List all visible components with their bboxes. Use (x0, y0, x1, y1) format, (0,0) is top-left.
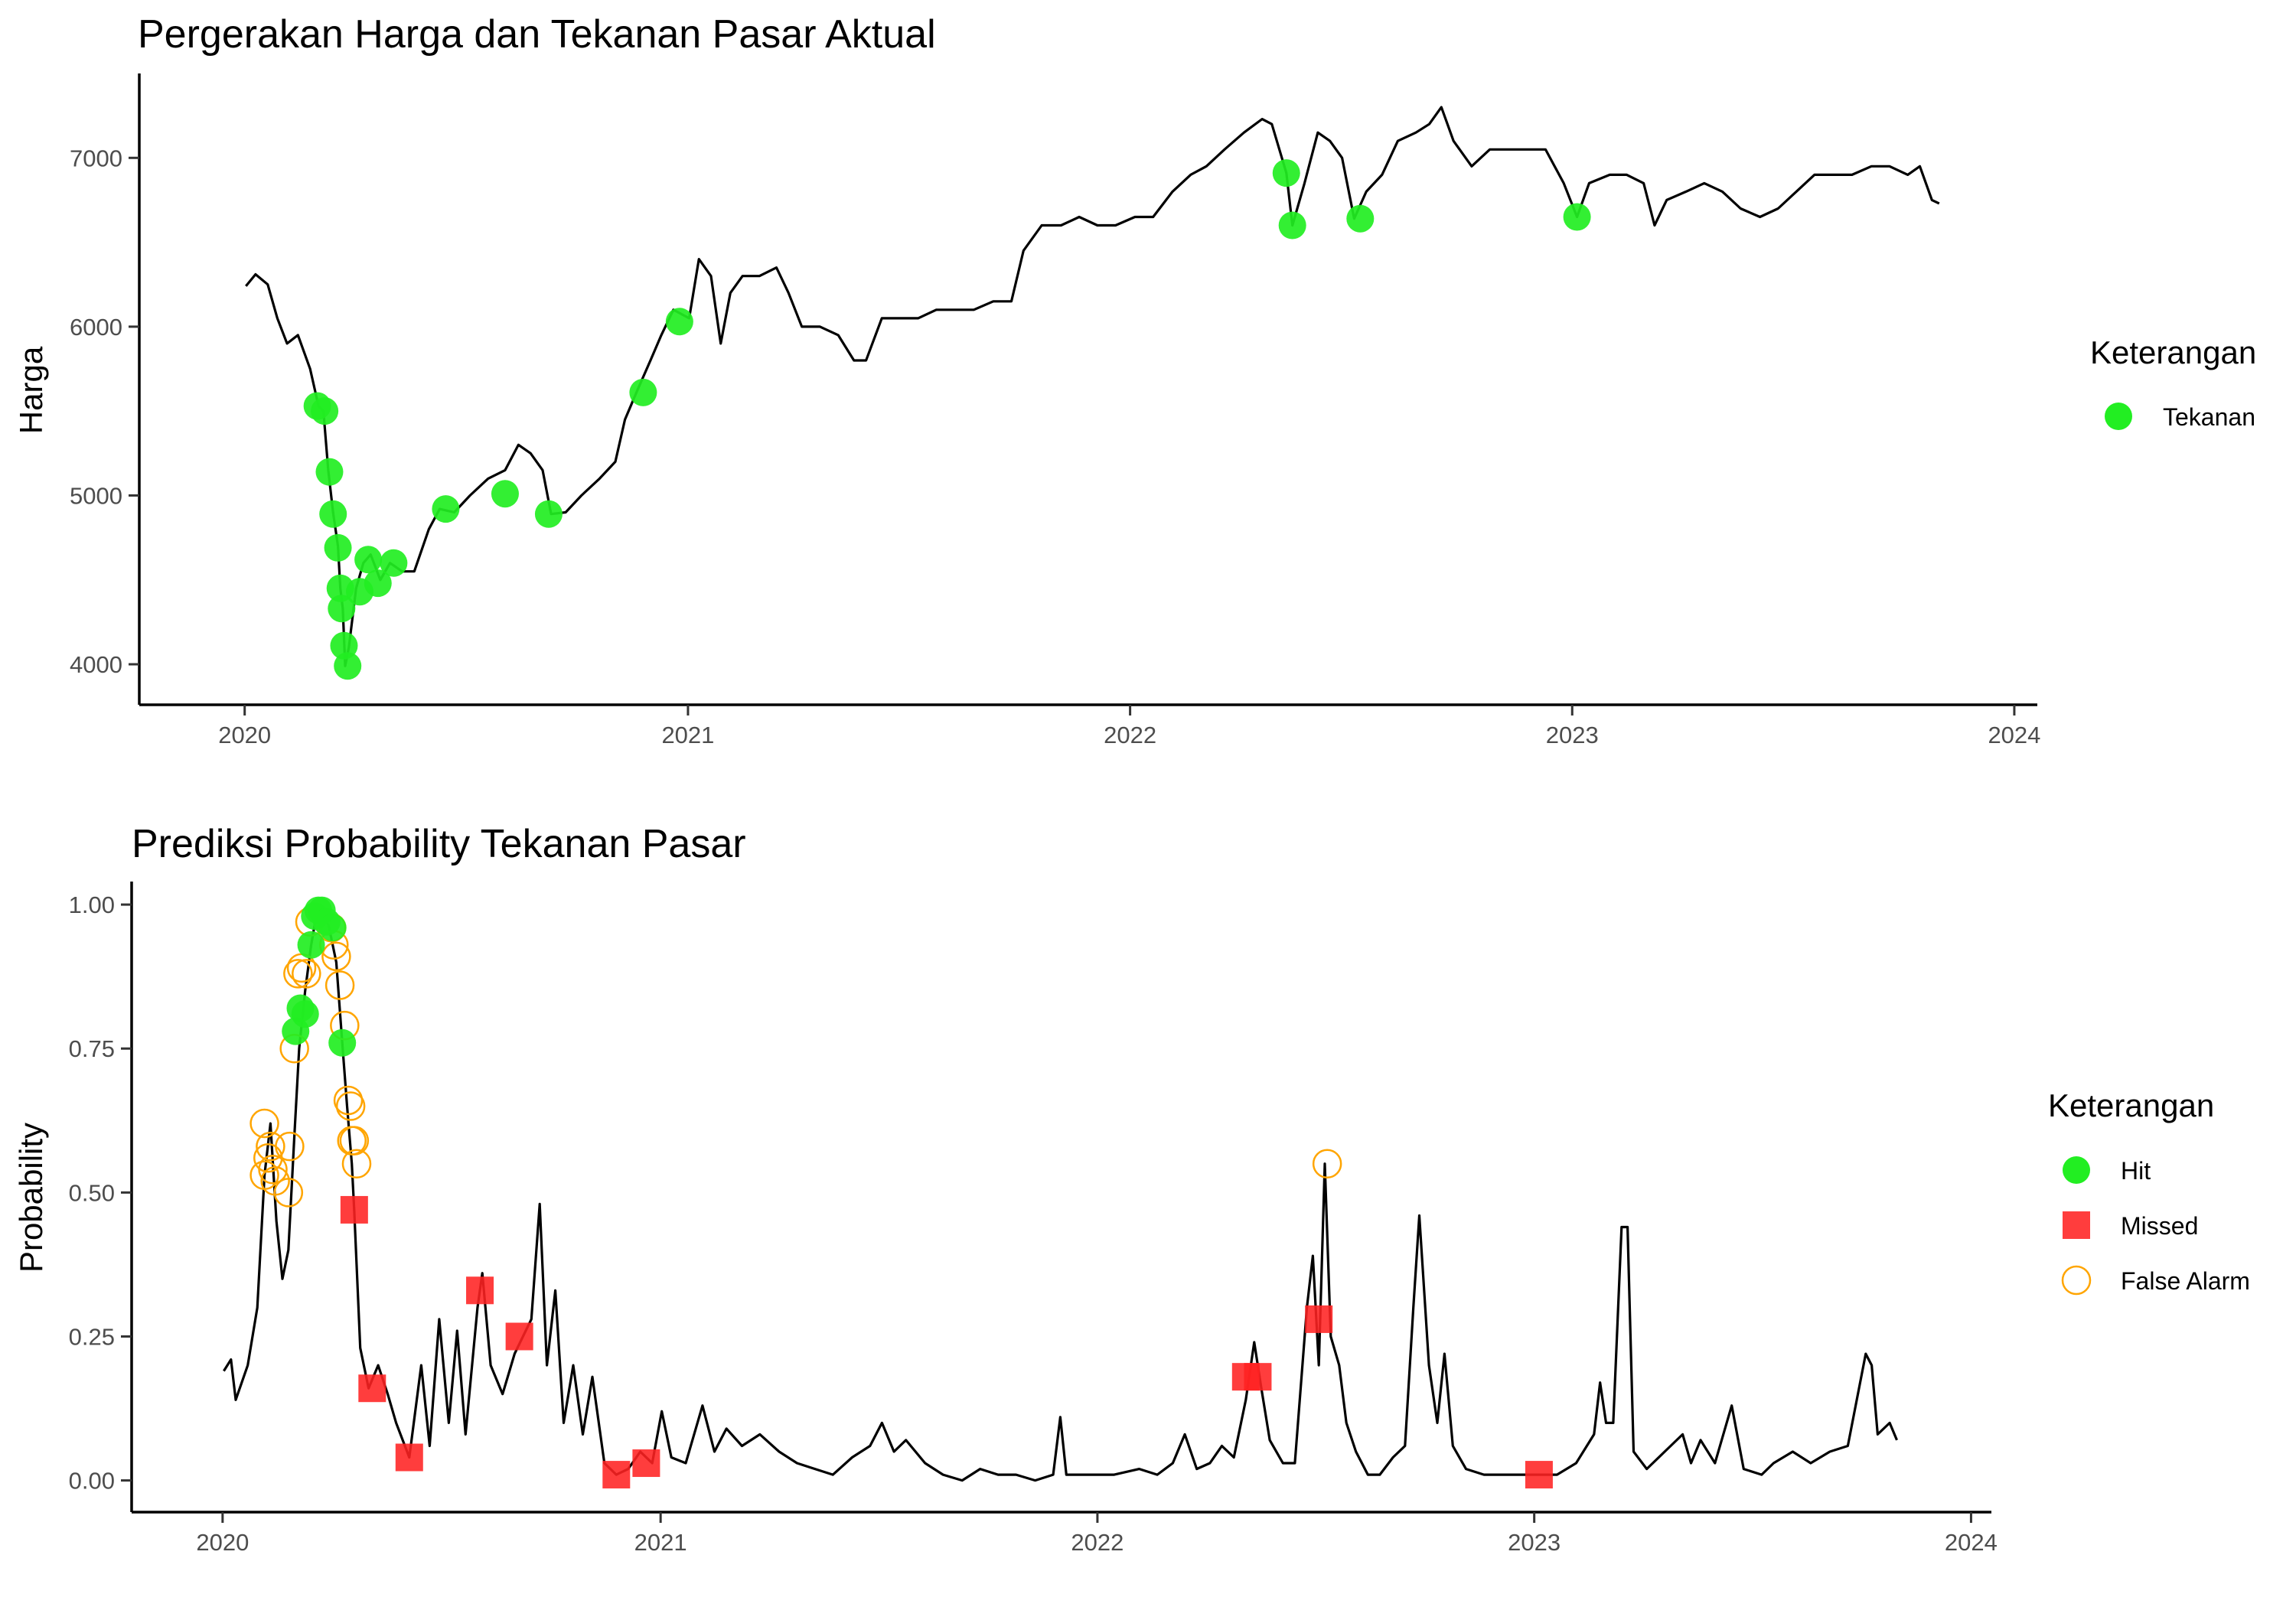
probability-legend-title: Keterangan (2048, 1087, 2214, 1123)
legend-false-alarm-label: False Alarm (2121, 1267, 2250, 1295)
legend-tekanan-swatch (2105, 403, 2132, 430)
false-alarm-point (292, 959, 321, 989)
false-alarm-point (341, 1149, 372, 1178)
probability-x-tick-label: 2022 (1071, 1529, 1124, 1556)
price-y-axis-title: Harga (13, 346, 49, 434)
price-chart-title: Pergerakan Harga dan Tekanan Pasar Aktua… (138, 12, 936, 57)
missed-point (1244, 1363, 1272, 1391)
tekanan-point (354, 546, 383, 574)
tekanan-point (324, 533, 352, 562)
price-y-tick-label: 6000 (70, 314, 122, 341)
missed-point (602, 1461, 631, 1489)
false-alarm-point (249, 1108, 279, 1139)
tekanan-point (319, 500, 347, 528)
missed-point (358, 1374, 386, 1403)
missed-point (632, 1449, 660, 1478)
tekanan-point (311, 397, 339, 425)
probability-y-tick-label: 1.00 (69, 892, 115, 918)
false-alarm-point (1312, 1149, 1342, 1178)
probability-y-tick-label: 0.75 (69, 1035, 115, 1062)
tekanan-point (315, 458, 344, 486)
false-alarm-point (335, 1091, 366, 1121)
probability-y-tick-label: 0.00 (69, 1468, 115, 1495)
price-x-tick-label: 2024 (1988, 722, 2040, 748)
probability-y-tick-label: 0.50 (69, 1179, 115, 1206)
false-alarm-point (339, 1126, 370, 1156)
probability-y-tick-label: 0.25 (69, 1323, 115, 1350)
probability-chart-title: Prediksi Probability Tekanan Pasar (132, 822, 746, 866)
tekanan-point (334, 652, 362, 680)
hit-point (328, 1028, 357, 1057)
false-alarm-point (333, 1085, 364, 1116)
probability-y-axis-title: Probability (13, 1123, 49, 1273)
tekanan-point (534, 500, 563, 528)
legend-missed-swatch (2063, 1211, 2090, 1239)
legend-hit-swatch (2063, 1156, 2090, 1184)
tekanan-point (328, 595, 356, 623)
price-legend: Keterangan Tekanan (2090, 334, 2256, 431)
false-alarm-point (258, 1155, 288, 1185)
missed-point (340, 1195, 368, 1224)
missed-point (1305, 1305, 1333, 1333)
probability-series-line (223, 909, 1898, 1482)
price-axis-ticks: 2020 2021 2022 2023 2024 4000 5000 6000 7000 (70, 145, 2040, 748)
tekanan-point (364, 569, 392, 598)
tekanan-point (1563, 203, 1591, 231)
price-plot-area (245, 106, 1940, 680)
false-alarm-point (283, 959, 313, 989)
missed-point (395, 1443, 423, 1472)
price-y-tick-label: 5000 (70, 482, 122, 509)
price-y-tick-label: 7000 (70, 145, 122, 171)
false-alarm-point (325, 970, 355, 1000)
tekanan-point (432, 495, 460, 523)
price-chart-panel: Pergerakan Harga dan Tekanan Pasar Aktua… (13, 12, 2256, 748)
price-series-line (245, 106, 1940, 667)
false-alarm-point (256, 1131, 285, 1162)
probability-x-tick-label: 2021 (634, 1529, 687, 1556)
missed-point (505, 1322, 533, 1351)
missed-point (1525, 1461, 1553, 1489)
hit-point (318, 914, 347, 942)
probability-x-tick-label: 2024 (1945, 1529, 1998, 1556)
probability-axis-ticks: 2020 2021 2022 2023 2024 0.00 0.25 0.50 0.75 1.00 (69, 892, 1998, 1556)
tekanan-point (380, 549, 408, 577)
tekanan-point (629, 378, 657, 406)
price-x-tick-label: 2022 (1104, 722, 1156, 748)
tekanan-point (1272, 159, 1300, 187)
probability-legend: Keterangan Hit Missed False Alarm (2048, 1087, 2250, 1296)
probability-x-tick-label: 2023 (1508, 1529, 1561, 1556)
tekanan-point (491, 480, 519, 508)
false-alarm-point (321, 941, 351, 972)
probability-chart-panel: Prediksi Probability Tekanan Pasar Proba… (13, 822, 2250, 1556)
hit-point (291, 1000, 319, 1028)
false-alarm-point (273, 1178, 304, 1208)
price-y-tick-label: 4000 (70, 651, 122, 678)
legend-missed-label: Missed (2121, 1212, 2198, 1240)
legend-tekanan-label: Tekanan (2163, 403, 2255, 431)
hit-point (297, 931, 325, 959)
tekanan-point (665, 308, 693, 336)
tekanan-point (1278, 211, 1306, 240)
legend-hit-label: Hit (2121, 1157, 2151, 1185)
legend-false-alarm-swatch (2061, 1265, 2092, 1296)
price-legend-title: Keterangan (2090, 334, 2256, 370)
probability-x-tick-label: 2020 (196, 1529, 249, 1556)
price-x-tick-label: 2021 (661, 722, 714, 748)
price-x-tick-label: 2023 (1546, 722, 1599, 748)
false-alarm-point (275, 1131, 305, 1162)
tekanan-point (1346, 204, 1375, 233)
price-x-tick-label: 2020 (218, 722, 271, 748)
probability-plot-area (223, 896, 1898, 1489)
missed-point (466, 1276, 494, 1305)
